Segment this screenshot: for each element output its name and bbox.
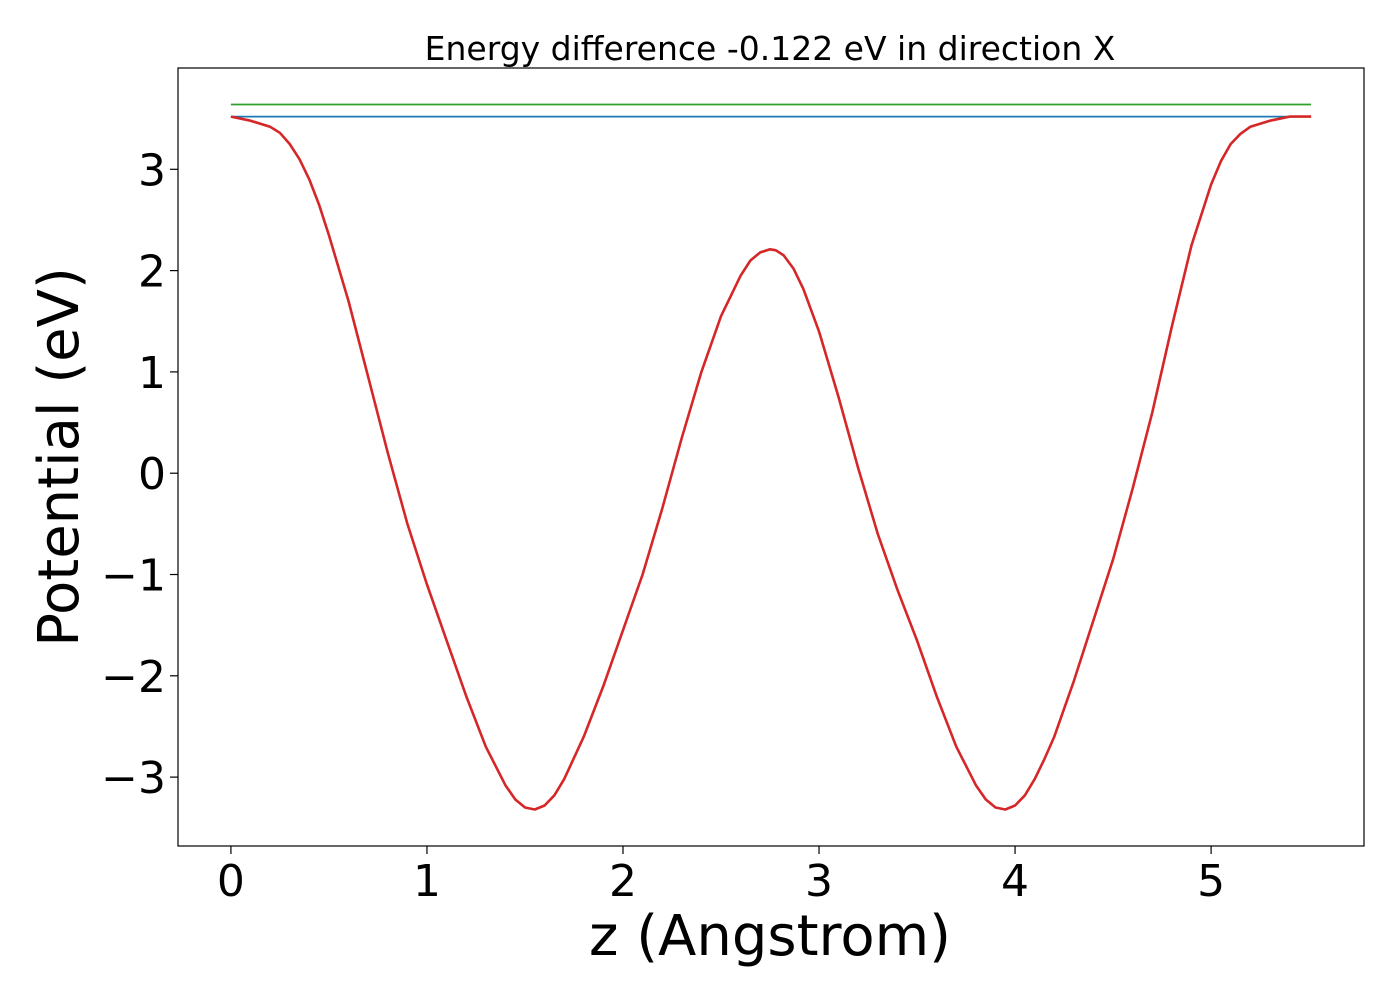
x-axis-label: z (Angstrom) [589, 904, 951, 969]
y-tick-label: 2 [138, 247, 166, 298]
x-tick-label: 5 [1197, 856, 1225, 907]
plot-frame [177, 67, 1365, 847]
y-tick-label: 3 [138, 145, 166, 196]
y-tick-label: 0 [138, 449, 166, 500]
x-tick-label: 0 [217, 856, 245, 907]
plot-lines [230, 103, 1312, 811]
chart-title: Energy difference -0.122 eV in direction… [425, 29, 1116, 68]
y-tick-label: 1 [138, 348, 166, 399]
x-axis-ticks: 0 1 2 3 4 5 [217, 846, 1225, 907]
x-tick-label: 3 [805, 856, 833, 907]
y-tick-label: −1 [101, 551, 166, 602]
y-axis-label: Potential (eV) [27, 267, 92, 647]
x-tick-label: 1 [413, 856, 441, 907]
y-tick-label: −3 [101, 753, 166, 804]
y-tick-label: −2 [101, 652, 166, 703]
y-axis-ticks: −3 −2 −1 0 1 2 3 [101, 145, 178, 804]
x-tick-label: 2 [609, 856, 637, 907]
series-line-2 [230, 115, 1312, 811]
x-tick-label: 4 [1001, 856, 1029, 907]
